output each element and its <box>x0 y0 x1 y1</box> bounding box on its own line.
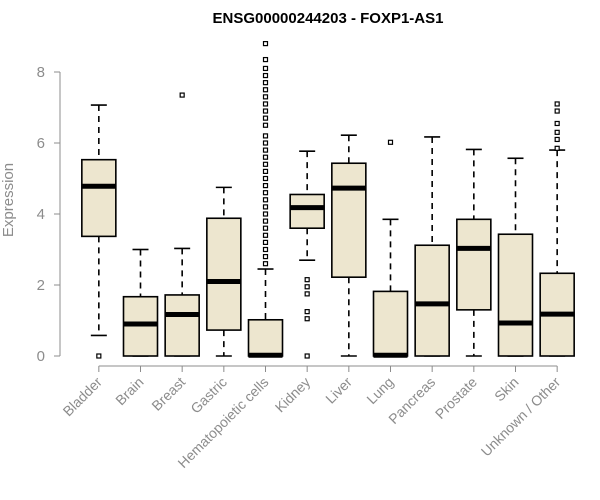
box-group <box>206 186 242 357</box>
x-tick-label: Skin <box>491 374 522 405</box>
outlier-point <box>387 139 394 145</box>
iqr-box <box>289 193 325 230</box>
box-group <box>372 139 409 358</box>
x-tick-label: Breast <box>148 374 188 414</box>
outlier-point <box>554 145 560 151</box>
outlier-point <box>304 316 310 322</box>
outlier-point <box>262 218 269 224</box>
outlier-point <box>304 353 310 359</box>
box-group <box>414 136 450 357</box>
y-axis: 0 2 4 6 8 <box>37 64 61 365</box>
box-group <box>497 157 534 357</box>
y-tick-label: 4 <box>37 206 45 223</box>
outlier-point <box>304 284 310 290</box>
y-tick-label: 8 <box>37 64 45 81</box>
outlier-point <box>262 40 269 47</box>
outlier-point <box>262 154 269 160</box>
outlier-point <box>262 80 269 86</box>
x-tick-label: Kidney <box>272 374 314 416</box>
outlier-point <box>262 204 269 210</box>
outlier-point <box>262 261 269 267</box>
x-tick-label: Prostate <box>432 374 480 422</box>
outlier-point <box>554 101 560 107</box>
outlier-point <box>262 87 269 93</box>
outlier-point <box>262 246 269 253</box>
outlier-point <box>262 161 269 167</box>
outlier-point <box>262 175 269 182</box>
box-group <box>289 150 325 359</box>
iqr-box <box>206 217 242 331</box>
y-tick-label: 0 <box>37 348 45 365</box>
outlier-point <box>262 168 269 174</box>
outlier-point <box>262 101 269 107</box>
outlier-point <box>554 108 560 114</box>
outlier-point <box>262 65 269 72</box>
plot-area <box>81 40 575 359</box>
outlier-point <box>262 115 269 121</box>
outlier-point <box>96 353 102 359</box>
outlier-point <box>262 211 269 217</box>
outlier-point <box>262 133 269 139</box>
outlier-point <box>262 56 269 63</box>
outlier-point <box>262 232 269 238</box>
iqr-box <box>247 318 284 357</box>
iqr-box <box>497 233 534 357</box>
outlier-point <box>262 140 269 146</box>
outlier-point <box>262 183 269 189</box>
outlier-point <box>262 197 269 203</box>
y-axis-label: Expression <box>0 163 17 237</box>
iqr-box <box>456 218 492 311</box>
outlier-point <box>304 309 310 315</box>
iqr-box <box>331 162 367 278</box>
outlier-point <box>554 129 560 135</box>
outlier-point <box>262 225 269 231</box>
box-group <box>331 134 367 357</box>
iqr-box <box>81 158 117 238</box>
box-group <box>122 248 159 357</box>
outlier-point <box>554 136 560 143</box>
outlier-point <box>304 291 310 297</box>
outlier-point <box>304 277 310 283</box>
box-group <box>456 148 492 357</box>
box-group <box>247 40 284 358</box>
outlier-point <box>262 239 269 245</box>
x-tick-label: Unknown / Other <box>478 374 564 460</box>
box-group <box>164 92 200 357</box>
x-tick-label: Brain <box>112 374 146 408</box>
x-tick-label: Lung <box>363 374 396 407</box>
outlier-point <box>179 92 185 98</box>
iqr-box <box>414 244 450 357</box>
y-tick-label: 6 <box>37 135 45 152</box>
outlier-point <box>262 254 269 260</box>
outlier-point <box>262 190 269 196</box>
x-tick-label: Liver <box>322 374 355 407</box>
y-tick-label: 2 <box>37 277 45 294</box>
outlier-point <box>262 147 269 153</box>
iqr-box <box>372 290 409 357</box>
x-tick-label: Bladder <box>60 374 106 420</box>
outlier-point <box>262 72 269 79</box>
outlier-point <box>262 122 269 128</box>
outlier-point <box>554 120 560 127</box>
chart-title: ENSG00000244203 - FOXP1-AS1 <box>213 10 444 27</box>
box-group <box>81 104 117 359</box>
box-group <box>539 101 575 357</box>
outlier-point <box>262 108 269 114</box>
outlier-point <box>262 94 269 100</box>
iqr-box <box>164 294 200 357</box>
